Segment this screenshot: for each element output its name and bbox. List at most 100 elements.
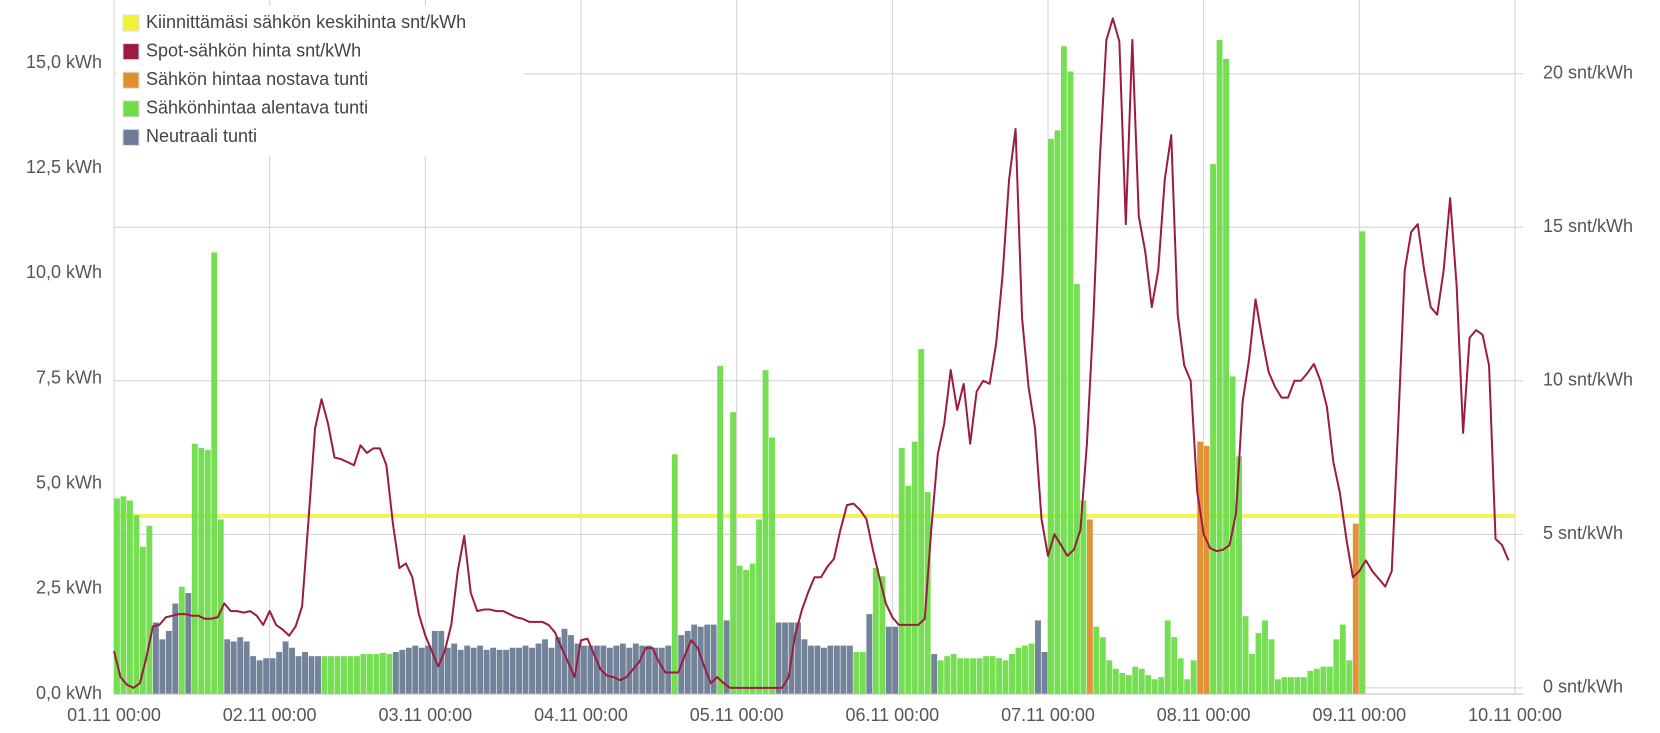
bar	[120, 496, 127, 694]
bar	[139, 546, 146, 694]
bar	[1073, 283, 1080, 694]
bar	[302, 651, 308, 694]
bar	[204, 450, 211, 694]
bar	[749, 563, 756, 694]
bar	[1171, 637, 1178, 694]
legend-label: Kiinnittämäsi sähkön keskihinta snt/kWh	[146, 12, 466, 32]
bar	[392, 651, 399, 694]
y-tick-label: 12,5 kWh	[26, 157, 102, 177]
bar	[1048, 138, 1054, 695]
bar	[1125, 675, 1132, 694]
x-tick-label: 06.11 00:00	[845, 705, 939, 725]
bar	[328, 656, 334, 694]
bar	[820, 647, 827, 694]
bar	[256, 660, 263, 694]
bar	[808, 645, 814, 694]
bar	[1216, 39, 1223, 694]
price-line	[113, 17, 1510, 689]
bar	[1151, 679, 1158, 694]
bar	[872, 567, 879, 694]
bar	[983, 656, 990, 694]
bar	[1060, 46, 1067, 695]
bar	[412, 645, 419, 694]
bar	[269, 658, 276, 694]
bar	[710, 624, 717, 694]
y-tick-label: 0,0 kWh	[36, 683, 102, 703]
bar	[243, 641, 250, 694]
bar	[548, 647, 555, 694]
x-tick-label: 07.11 00:00	[1001, 705, 1095, 725]
x-tick-label: 05.11 00:00	[690, 705, 784, 725]
bar	[769, 437, 775, 694]
bar	[503, 649, 510, 694]
legend-swatch	[122, 43, 140, 61]
bar	[165, 630, 172, 694]
bar	[1158, 677, 1165, 694]
bar	[833, 645, 840, 694]
bar	[237, 637, 244, 694]
bar	[1294, 677, 1301, 694]
bar	[191, 443, 198, 694]
bar	[626, 647, 633, 694]
bar	[730, 412, 737, 694]
bar	[1099, 637, 1106, 694]
bar	[1086, 519, 1093, 694]
bar	[217, 519, 224, 694]
bar	[1223, 58, 1230, 695]
bar	[405, 647, 412, 694]
bar	[315, 656, 321, 694]
y-tick-label: 15,0 kWh	[26, 52, 102, 72]
bar	[464, 645, 471, 694]
bar	[1067, 71, 1074, 694]
bar	[691, 624, 698, 694]
bar	[1359, 231, 1366, 695]
bar	[276, 651, 283, 694]
bar	[561, 628, 568, 694]
bar	[1015, 647, 1022, 694]
bar	[937, 660, 944, 694]
y2-tick-label: 20 snt/kWh	[1543, 62, 1633, 82]
bar	[652, 647, 659, 694]
legend-swatch	[122, 14, 140, 32]
bar	[1203, 445, 1210, 694]
bar	[1190, 660, 1197, 694]
bar	[581, 645, 587, 694]
bar	[146, 525, 153, 694]
bar	[535, 643, 542, 694]
bar	[1255, 633, 1262, 694]
bar	[496, 649, 503, 694]
bar	[185, 593, 192, 694]
bar	[1106, 660, 1113, 694]
bar	[1313, 668, 1320, 694]
x-tick-label: 04.11 00:00	[534, 705, 628, 725]
legend: Kiinnittämäsi sähkön keskihinta snt/kWh S…	[116, 6, 524, 156]
bar	[1132, 666, 1139, 694]
bar	[963, 658, 970, 694]
y2-tick-label: 5 snt/kWh	[1543, 523, 1623, 543]
bar	[1275, 679, 1281, 694]
y-tick-label: 10,0 kWh	[26, 262, 102, 282]
bar	[1041, 651, 1048, 694]
bar	[898, 447, 905, 694]
bar	[1210, 164, 1217, 694]
bar	[950, 654, 957, 694]
bar	[827, 645, 834, 694]
legend-label: Spot-sähkön hinta snt/kWh	[146, 40, 361, 60]
bar	[353, 656, 360, 694]
bar	[1262, 620, 1268, 694]
bar	[451, 643, 458, 694]
bar	[159, 639, 166, 694]
legend-label: Sähkönhintaa alentava tunti	[146, 98, 368, 118]
bar	[924, 492, 931, 694]
bar	[399, 649, 406, 694]
marks	[113, 17, 1515, 695]
bar	[911, 441, 918, 694]
bar	[756, 519, 763, 694]
bar	[639, 645, 646, 694]
bar	[879, 576, 886, 694]
bar	[1177, 658, 1184, 694]
bar	[957, 658, 964, 694]
bar	[457, 649, 464, 694]
bar	[1009, 654, 1015, 694]
